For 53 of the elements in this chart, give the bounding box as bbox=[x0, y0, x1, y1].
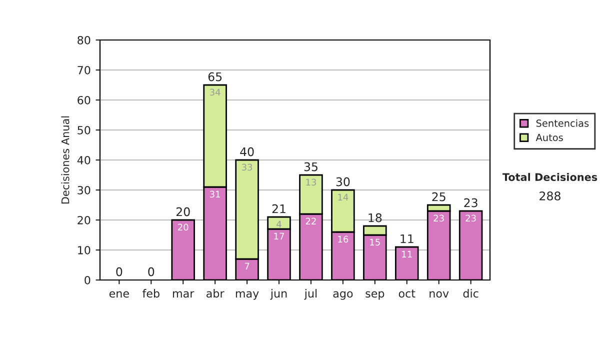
total-label: 25 bbox=[432, 192, 446, 202]
x-tick-label: mar bbox=[173, 291, 194, 298]
data-label: 33 bbox=[242, 164, 252, 171]
y-tick-label: 40 bbox=[77, 156, 90, 164]
total-label: 18 bbox=[368, 213, 382, 222]
data-label: 16 bbox=[338, 236, 348, 243]
x-tick-label: nov bbox=[430, 291, 449, 298]
legend-label: Sentencias bbox=[536, 119, 589, 127]
total-label: 11 bbox=[400, 234, 414, 244]
y-tick-label: 50 bbox=[78, 126, 90, 134]
data-label: 14 bbox=[338, 194, 348, 200]
y-axis-title: Decisiones Anual bbox=[61, 116, 70, 204]
x-tick-label: ago bbox=[333, 291, 353, 300]
y-tick-label: 70 bbox=[78, 66, 90, 74]
y-tick-label: 20 bbox=[78, 216, 90, 224]
x-tick-label: ene bbox=[109, 291, 129, 298]
total-label: 0 bbox=[116, 267, 122, 276]
data-label: 15 bbox=[370, 238, 380, 246]
x-tick-label: may bbox=[236, 291, 259, 300]
y-tick-label: 80 bbox=[78, 36, 90, 44]
data-label: 20 bbox=[178, 224, 188, 231]
data-label: 13 bbox=[306, 178, 316, 186]
data-label: 4 bbox=[276, 220, 282, 228]
total-label: 30 bbox=[336, 177, 350, 186]
total-label: 0 bbox=[148, 267, 154, 276]
data-label: 7 bbox=[244, 262, 250, 270]
data-label: 22 bbox=[306, 218, 316, 224]
x-tick-label: abr bbox=[206, 289, 224, 298]
text: Total Decisiones bbox=[502, 172, 598, 182]
data-label: 23 bbox=[434, 214, 444, 222]
x-tick-label: oct bbox=[398, 290, 416, 298]
text: 288 bbox=[540, 191, 560, 200]
legend-label: Autos bbox=[536, 134, 563, 142]
x-tick-label: jul bbox=[304, 289, 317, 300]
x-tick-label: sep bbox=[366, 291, 384, 300]
data-label: 23 bbox=[466, 214, 476, 222]
y-tick-label: 10 bbox=[78, 246, 90, 254]
total-label: 21 bbox=[272, 204, 286, 214]
x-tick-label: feb bbox=[142, 289, 160, 298]
total-label: 40 bbox=[240, 147, 254, 156]
total-label: 35 bbox=[304, 162, 318, 172]
y-tick-label: 60 bbox=[78, 96, 90, 104]
x-tick-label: jun bbox=[270, 289, 287, 300]
data-label: 17 bbox=[274, 232, 284, 240]
data-label: 34 bbox=[210, 88, 220, 96]
total-label: 65 bbox=[208, 72, 222, 82]
data-label: 11 bbox=[402, 250, 412, 258]
y-tick-label: 30 bbox=[78, 186, 90, 194]
total-label: 20 bbox=[176, 207, 190, 216]
y-tick-label: 0 bbox=[84, 276, 90, 284]
total-label: 23 bbox=[464, 198, 478, 208]
x-tick-label: dic bbox=[463, 289, 478, 298]
data-label: 31 bbox=[210, 190, 220, 198]
